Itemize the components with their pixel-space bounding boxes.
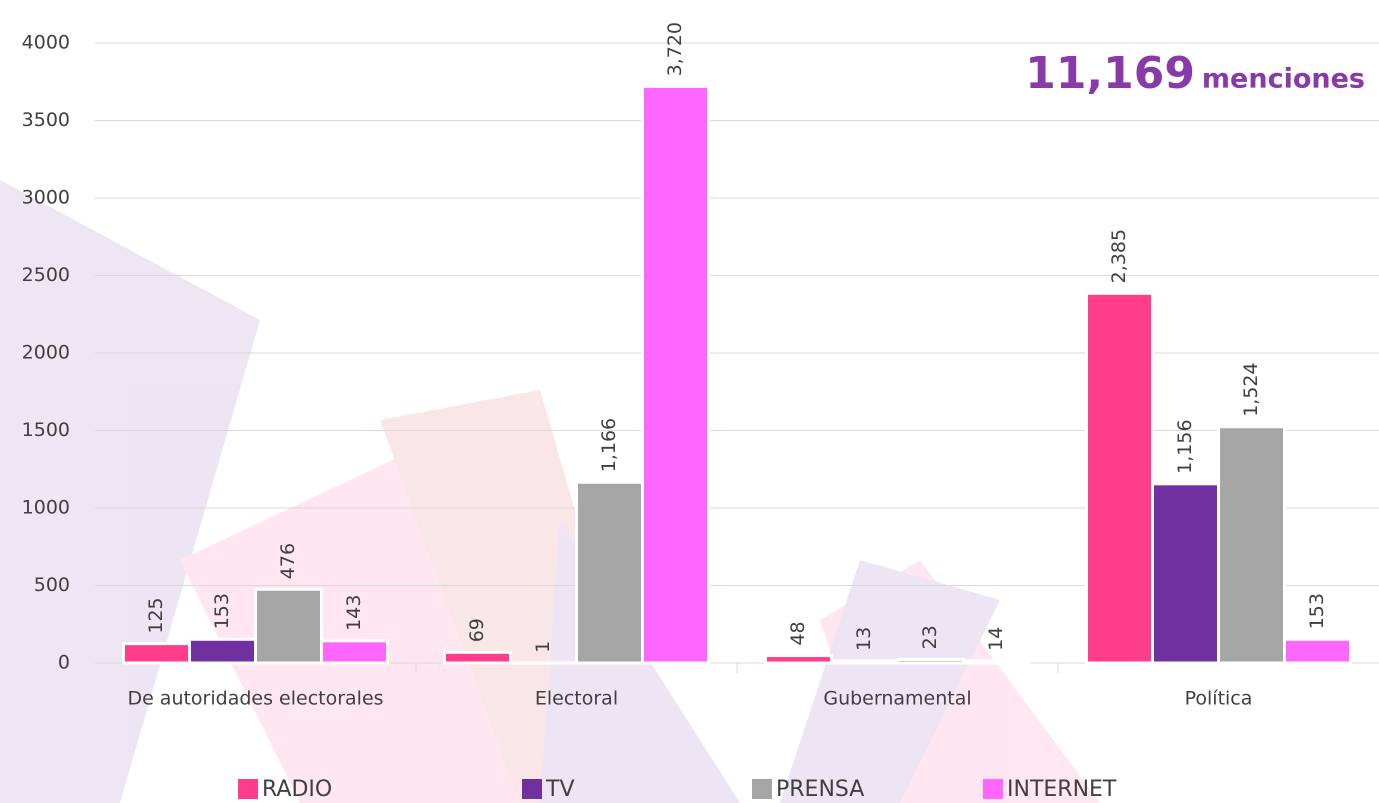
value-label: 143 [343, 595, 365, 631]
bar [190, 639, 256, 663]
value-label: 2,385 [1108, 229, 1130, 283]
legend-swatch [238, 779, 258, 799]
value-label: 476 [277, 543, 299, 579]
x-tick-label: Electoral [535, 688, 618, 710]
x-tick-label: Política [1185, 688, 1253, 710]
value-label: 13 [853, 627, 875, 651]
value-label: 125 [145, 597, 167, 633]
value-label: 153 [1306, 593, 1328, 629]
value-label: 23 [919, 625, 941, 649]
y-tick-label: 2500 [22, 264, 70, 286]
x-tick-label: Gubernamental [823, 688, 971, 710]
value-label: 1,156 [1174, 419, 1196, 473]
value-label: 3,720 [664, 22, 686, 76]
bar [1219, 427, 1285, 663]
bar [643, 86, 709, 663]
legend-label: TV [545, 777, 575, 802]
bar [124, 644, 190, 663]
legend-label: PRENSA [776, 777, 864, 802]
y-tick-label: 1500 [22, 419, 70, 441]
bar [1285, 639, 1351, 663]
bar [1153, 484, 1219, 663]
legend-swatch [522, 779, 542, 799]
y-tick-label: 2000 [22, 342, 70, 364]
bar [766, 656, 832, 663]
bar [322, 641, 388, 663]
bar [256, 589, 322, 663]
value-label: 69 [466, 618, 488, 642]
value-label: 153 [211, 593, 233, 629]
y-tick-label: 0 [58, 652, 70, 674]
y-tick-label: 4000 [22, 32, 70, 54]
legend-label: RADIO [262, 777, 332, 802]
value-label: 1,166 [598, 418, 620, 472]
x-tick-label: De autoridades electorales [127, 688, 383, 710]
bar [964, 661, 1030, 663]
value-label: 1,524 [1240, 362, 1262, 416]
bar [577, 482, 643, 663]
background-decoration [0, 180, 1100, 803]
bar [1087, 293, 1153, 663]
total-mentions: 11,169 [1025, 48, 1195, 99]
mentions-label: menciones [1202, 64, 1365, 95]
legend-swatch [983, 779, 1003, 799]
y-tick-label: 1000 [22, 497, 70, 519]
bar [898, 659, 964, 663]
y-tick-label: 3500 [22, 109, 70, 131]
bar [445, 652, 511, 663]
legend-label: INTERNET [1007, 777, 1117, 802]
bar [832, 661, 898, 663]
y-tick-label: 3000 [22, 187, 70, 209]
page: {"chart_data": {"type": "bar", "annotati… [0, 0, 1379, 803]
value-label: 14 [985, 627, 1007, 651]
legend-swatch [752, 779, 772, 799]
chart: 11,169 menciones 0 500 1000 1500 2000 2500 300… [0, 0, 1379, 803]
value-label: 1 [532, 641, 554, 653]
y-tick-label: 500 [34, 574, 70, 596]
value-label: 48 [787, 621, 809, 645]
